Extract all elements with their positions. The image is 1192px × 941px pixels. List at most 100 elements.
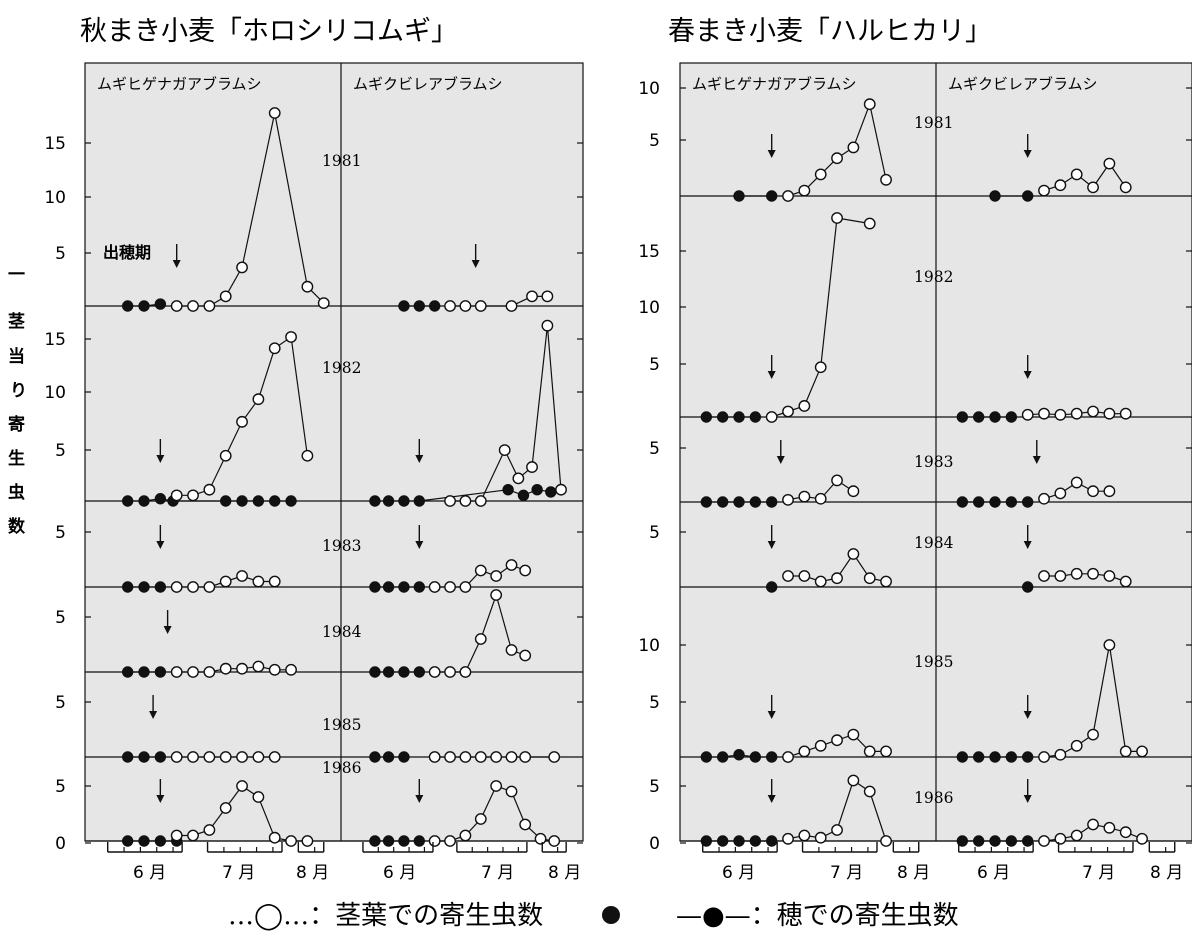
filled-point bbox=[369, 495, 381, 507]
filled-point bbox=[382, 751, 395, 763]
open-point bbox=[1054, 570, 1067, 582]
legend-filled-marker bbox=[602, 906, 620, 924]
filled-point bbox=[989, 751, 1001, 763]
filled-point bbox=[138, 666, 150, 678]
heading-arrowhead bbox=[471, 260, 480, 268]
filled-point bbox=[398, 581, 410, 593]
open-point bbox=[236, 415, 248, 428]
y-axis-label-char: 茎 bbox=[8, 312, 25, 332]
panel-0 bbox=[700, 695, 892, 763]
month-label: 7 月 bbox=[481, 863, 514, 883]
open-point bbox=[459, 666, 472, 678]
filled-point bbox=[733, 496, 745, 508]
panel-0 bbox=[700, 440, 860, 508]
open-point bbox=[1103, 485, 1116, 498]
open-point bbox=[301, 280, 314, 293]
open-point bbox=[444, 751, 456, 763]
filled-point bbox=[749, 496, 762, 508]
open-point bbox=[1136, 832, 1148, 845]
filled-point bbox=[989, 411, 1001, 423]
year-label: 1985 bbox=[914, 653, 953, 671]
open-point bbox=[170, 581, 183, 593]
open-point bbox=[847, 774, 860, 787]
month-label: 7 月 bbox=[1082, 863, 1115, 883]
heading-arrowhead bbox=[415, 795, 424, 803]
filled-point bbox=[1005, 411, 1018, 423]
filled-point bbox=[1005, 496, 1018, 508]
open-point bbox=[1054, 748, 1067, 761]
y-tick-label: 5 bbox=[55, 244, 66, 264]
open-point bbox=[847, 141, 860, 154]
legend: …◯…：茎葉での寄生虫数 —●—：穂での寄生虫数 bbox=[228, 901, 959, 931]
open-point bbox=[765, 411, 778, 423]
open-point bbox=[831, 212, 843, 224]
open-point bbox=[490, 589, 503, 601]
open-point bbox=[1021, 408, 1034, 421]
heading-arrowhead bbox=[156, 455, 165, 463]
filled-point bbox=[398, 495, 410, 507]
filled-point bbox=[956, 751, 969, 763]
filled-point bbox=[413, 581, 426, 593]
filled-point bbox=[972, 751, 985, 763]
y-tick-label: 10 bbox=[638, 636, 660, 656]
open-point bbox=[1070, 829, 1083, 842]
filled-point bbox=[716, 411, 729, 423]
open-point bbox=[505, 559, 518, 571]
open-point bbox=[1119, 826, 1132, 839]
open-point bbox=[1038, 492, 1050, 505]
open-point bbox=[203, 300, 216, 312]
open-point bbox=[814, 831, 827, 844]
open-point bbox=[1087, 181, 1099, 194]
chart-right: ムギヒゲナガアブラムシ ムギクビレアブラムシ bbox=[679, 62, 1192, 842]
open-point bbox=[203, 581, 216, 593]
species-label-right-2: ムギクビレアブラムシ bbox=[948, 75, 1098, 93]
y-tick-label: 15 bbox=[44, 330, 66, 350]
open-point bbox=[428, 835, 441, 847]
open-point bbox=[444, 666, 456, 678]
year-label: 1982 bbox=[322, 359, 361, 377]
heading-arrowhead bbox=[1023, 711, 1032, 719]
open-point bbox=[1103, 821, 1116, 834]
year-label: 1984 bbox=[322, 623, 362, 641]
open-point bbox=[847, 728, 860, 741]
month-label: 8 月 bbox=[1150, 863, 1183, 883]
open-point bbox=[831, 572, 843, 585]
filled-point bbox=[398, 751, 410, 763]
open-point bbox=[252, 575, 265, 588]
open-point bbox=[1038, 570, 1050, 582]
open-point bbox=[505, 785, 518, 798]
year-label: 1985 bbox=[322, 716, 361, 734]
year-label: 1983 bbox=[322, 537, 361, 555]
open-point bbox=[519, 564, 532, 577]
open-point bbox=[505, 751, 518, 763]
open-point bbox=[526, 290, 538, 303]
y-axis-label-char: 当 bbox=[8, 346, 25, 367]
open-point bbox=[782, 493, 794, 506]
filled-point bbox=[972, 835, 985, 847]
heading-arrowhead bbox=[172, 260, 181, 268]
panel-0 bbox=[121, 610, 297, 678]
open-point bbox=[519, 649, 532, 662]
open-point bbox=[798, 400, 811, 412]
open-point bbox=[498, 444, 511, 456]
open-point bbox=[863, 98, 876, 111]
y-tick-label: 5 bbox=[55, 777, 66, 797]
open-point bbox=[252, 393, 265, 406]
heading-arrowhead bbox=[156, 541, 165, 549]
y-tick-label: 5 bbox=[649, 693, 660, 713]
filled-point bbox=[138, 300, 150, 312]
open-point bbox=[444, 581, 456, 593]
y-tick-label: 15 bbox=[638, 242, 660, 262]
y-tick-label: 5 bbox=[649, 131, 660, 151]
open-point bbox=[1119, 575, 1132, 588]
year-label: 1986 bbox=[322, 759, 361, 777]
filled-point bbox=[382, 581, 395, 593]
open-point bbox=[268, 107, 281, 119]
filled-point bbox=[369, 751, 381, 763]
panel-0 bbox=[121, 525, 281, 593]
y-axis-label-char: 数 bbox=[8, 516, 26, 537]
open-point bbox=[847, 548, 860, 560]
open-point bbox=[203, 483, 216, 496]
filled-point bbox=[956, 411, 969, 423]
chart-title-left: 秋まき小麦「ホロシリコムギ」 bbox=[80, 16, 458, 47]
